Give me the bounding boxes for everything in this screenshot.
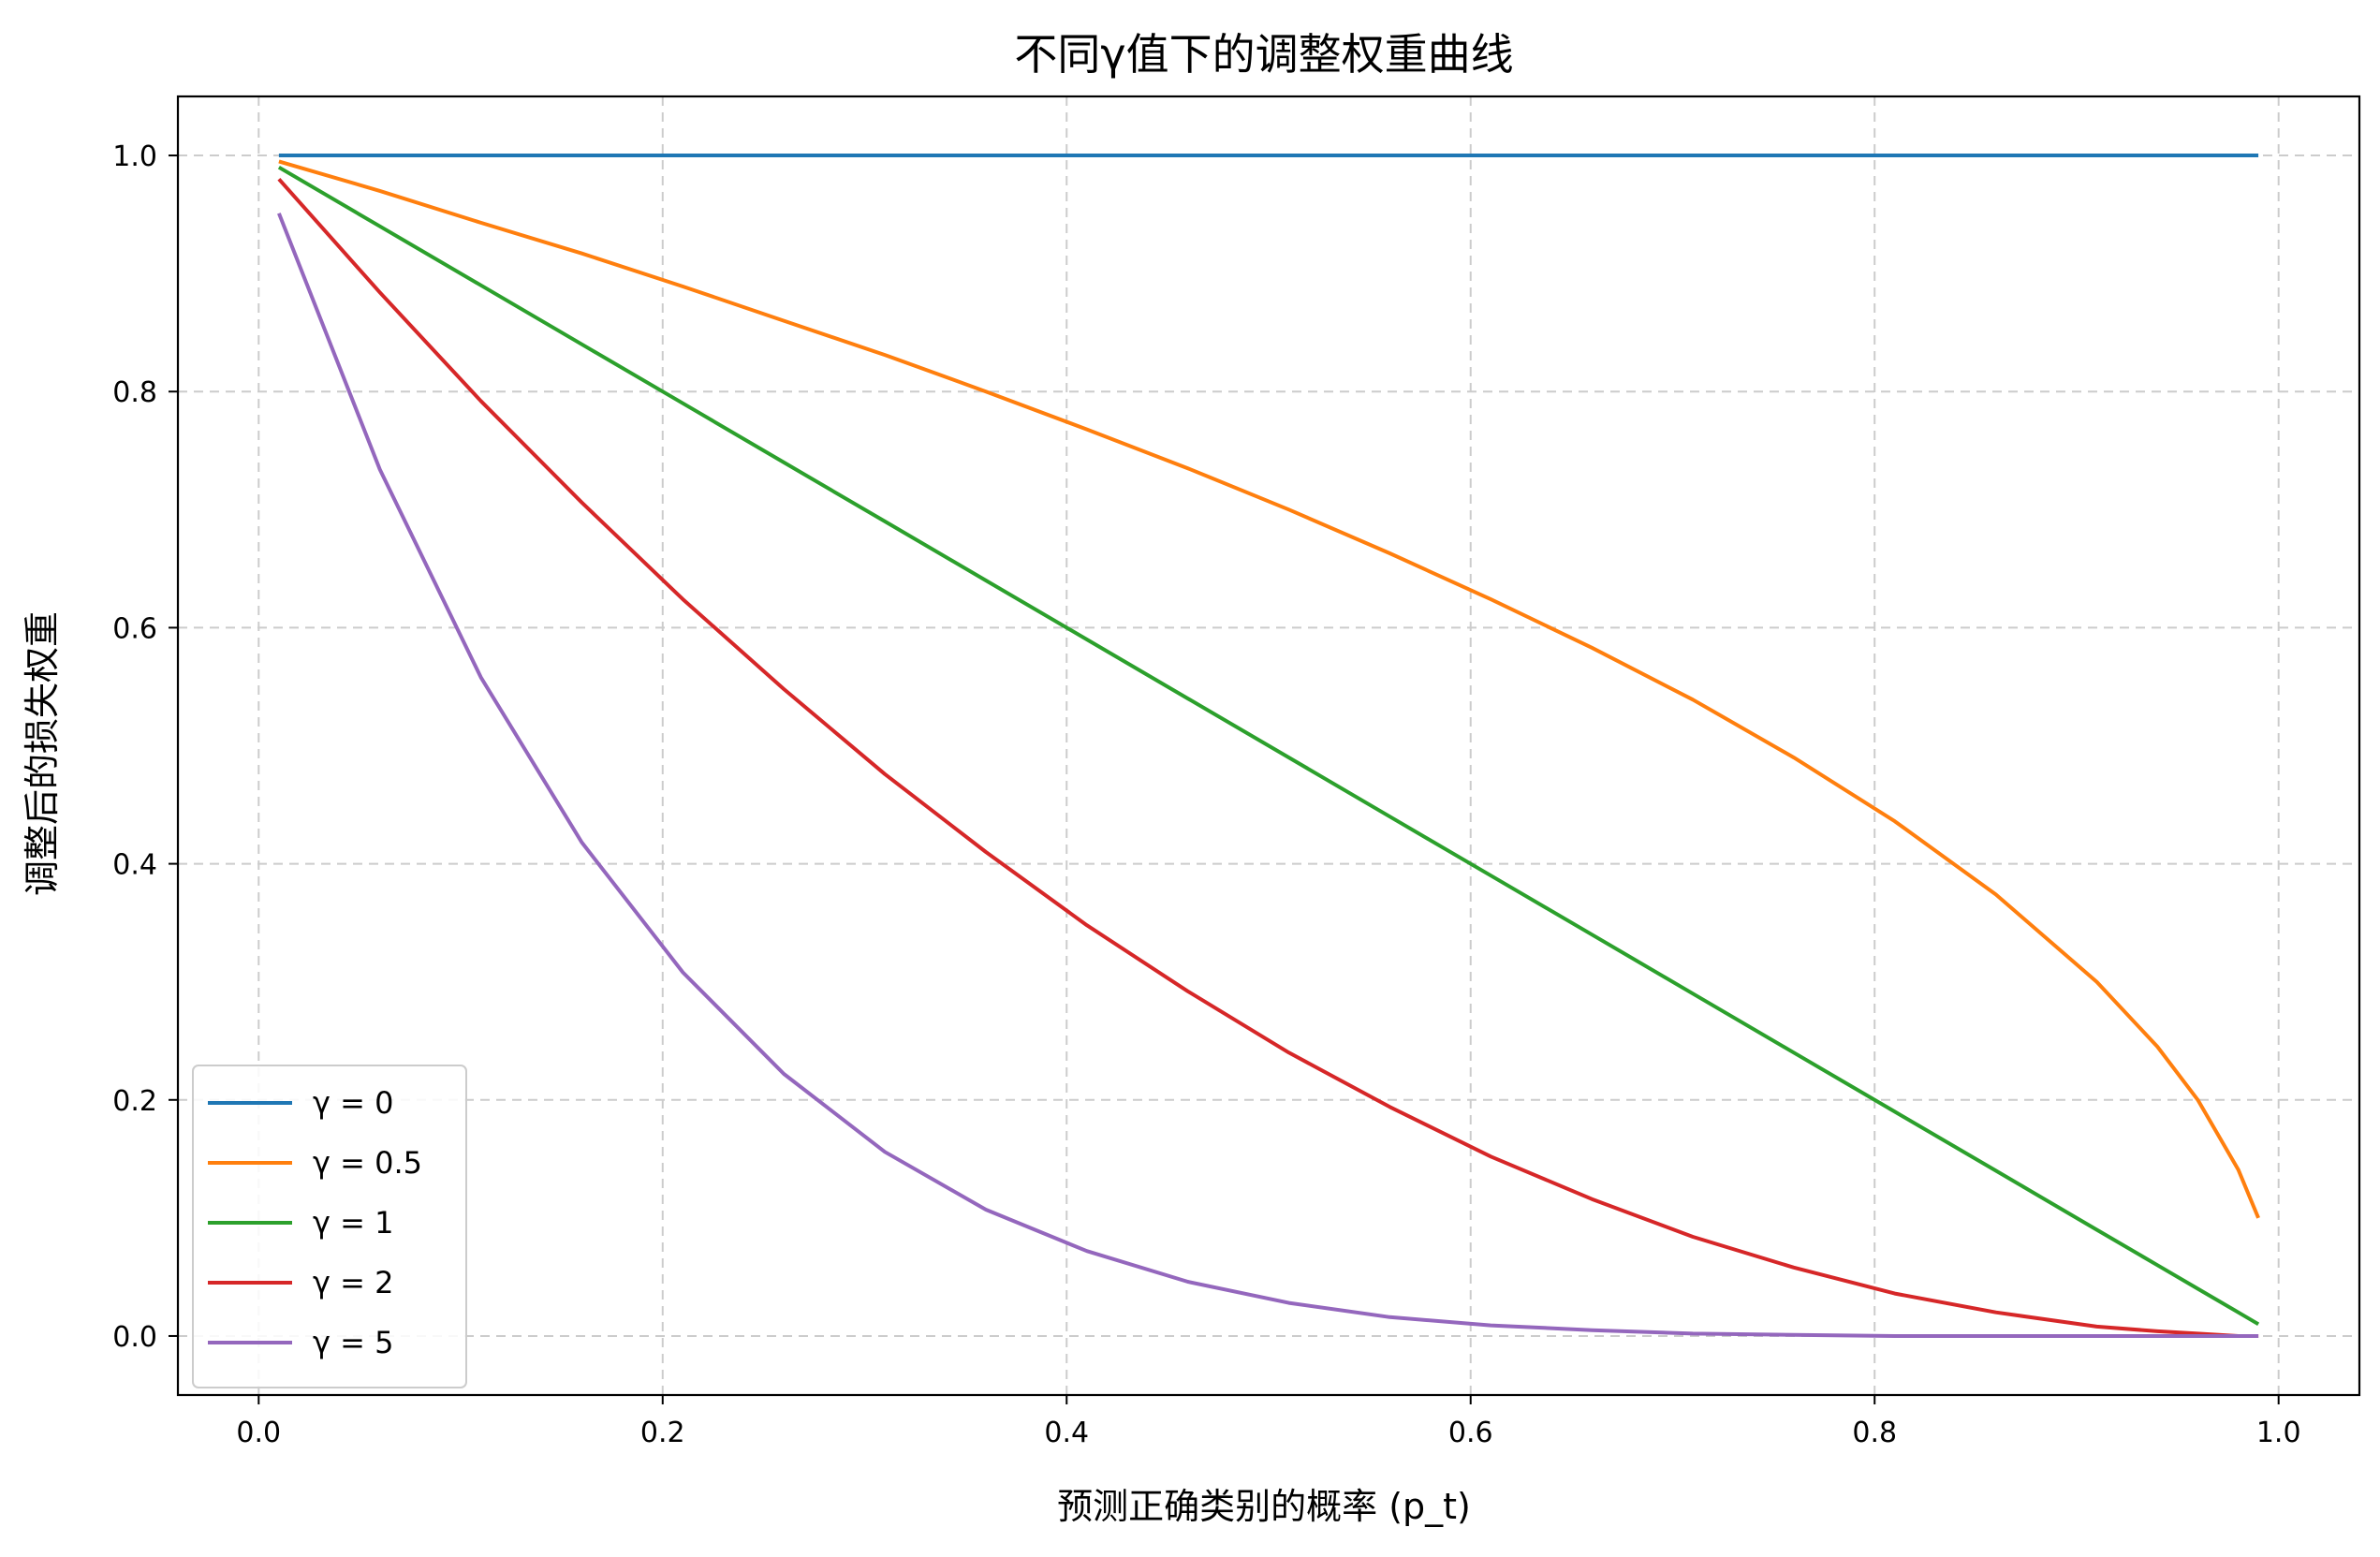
x-tick-label: 0.6 [1448,1417,1493,1449]
x-tick-label: 0.2 [640,1417,685,1449]
legend-label: γ = 0.5 [313,1145,422,1181]
legend-label: γ = 1 [313,1205,393,1241]
x-tick-label: 0.0 [236,1417,281,1449]
series-line-4 [277,213,2259,1338]
x-tick-label: 0.4 [1044,1417,1089,1449]
series-line-2 [277,165,2260,1327]
legend-label: γ = 2 [313,1265,393,1300]
plot-frame [176,95,2361,1397]
legend: γ = 0 γ = 0.5 γ = 1 γ = 2 γ = 5 [192,1065,467,1388]
y-tick-label: 0.4 [112,849,157,882]
x-tick-label: 1.0 [2256,1417,2301,1449]
y-tick-label: 0.8 [112,376,157,409]
y-axis-label: 调整后的损失权重 [22,611,63,896]
legend-label: γ = 5 [313,1325,393,1360]
chart-title: 不同γ值下的调整权重曲线 [1014,29,1513,80]
y-tick-label: 0.2 [112,1085,157,1118]
x-axis-label: 预测正确类别的概率 (p_t) [1057,1486,1471,1527]
y-tick-label: 0.6 [112,612,157,645]
series-line-1 [278,159,2260,1219]
x-axis-ticks: 0.0 0.2 0.4 0.6 0.8 1.0 [236,1395,2301,1449]
y-axis-ticks: 0.0 0.2 0.4 0.6 0.8 1.0 [112,140,178,1354]
y-tick-label: 0.0 [112,1321,157,1354]
legend-box [192,1065,467,1388]
series-lines [277,154,2260,1338]
series-line-3 [277,177,2259,1338]
legend-label: γ = 0 [313,1085,393,1121]
x-tick-label: 0.8 [1852,1417,1897,1449]
y-tick-label: 1.0 [112,140,157,173]
